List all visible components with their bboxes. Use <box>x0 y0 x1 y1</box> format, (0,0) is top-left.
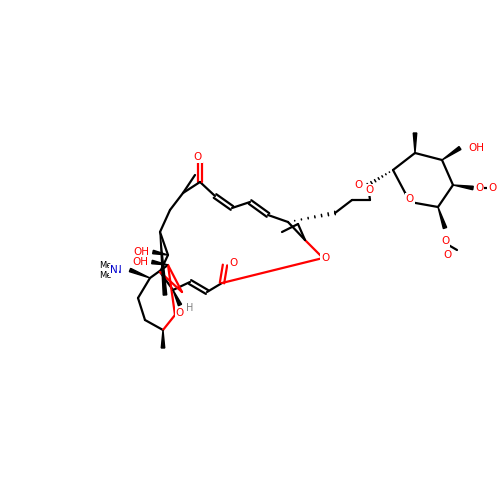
Text: O: O <box>488 183 496 193</box>
Text: O: O <box>475 183 483 193</box>
Polygon shape <box>130 268 150 278</box>
Text: N: N <box>110 265 118 275</box>
Text: O: O <box>321 253 329 263</box>
Text: O: O <box>366 185 374 195</box>
Text: O: O <box>355 180 363 190</box>
Polygon shape <box>413 133 417 153</box>
Text: Me: Me <box>100 270 112 280</box>
Polygon shape <box>161 330 165 348</box>
Text: N: N <box>114 265 122 275</box>
Text: OH: OH <box>133 247 149 257</box>
Polygon shape <box>453 185 473 190</box>
Text: Me: Me <box>100 260 112 270</box>
Text: OH: OH <box>132 257 148 267</box>
Polygon shape <box>152 250 168 255</box>
Polygon shape <box>152 260 168 265</box>
Polygon shape <box>438 207 446 229</box>
Polygon shape <box>173 290 182 306</box>
Text: OH: OH <box>468 143 484 153</box>
Polygon shape <box>442 146 461 160</box>
Text: O: O <box>444 250 452 260</box>
Text: H: H <box>186 303 194 313</box>
Text: O: O <box>176 308 184 318</box>
Text: O: O <box>194 152 202 162</box>
Text: O: O <box>229 258 237 268</box>
Text: O: O <box>406 194 414 204</box>
Text: O: O <box>441 236 449 246</box>
Polygon shape <box>160 232 166 295</box>
